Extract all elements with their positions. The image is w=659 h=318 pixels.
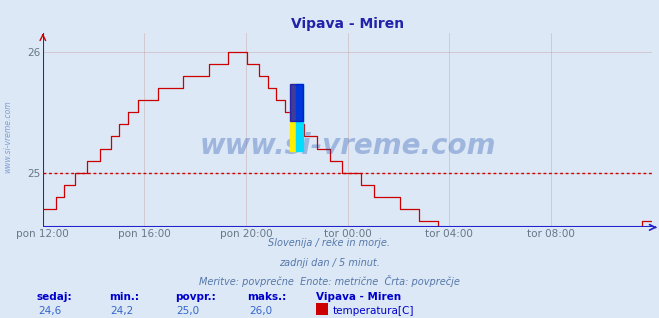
Text: www.si-vreme.com: www.si-vreme.com: [200, 132, 496, 160]
Text: 26,0: 26,0: [249, 306, 272, 316]
Text: Vipava - Miren: Vipava - Miren: [316, 292, 401, 301]
Bar: [297, 84, 303, 151]
Bar: [290, 84, 297, 151]
Text: sedaj:: sedaj:: [36, 292, 72, 301]
Text: min.:: min.:: [109, 292, 139, 301]
Text: maks.:: maks.:: [247, 292, 287, 301]
Text: Slovenija / reke in morje.: Slovenija / reke in morje.: [268, 238, 391, 248]
Text: www.si-vreme.com: www.si-vreme.com: [3, 100, 13, 173]
Text: povpr.:: povpr.:: [175, 292, 215, 301]
Bar: [290, 84, 303, 121]
Text: zadnji dan / 5 minut.: zadnji dan / 5 minut.: [279, 258, 380, 267]
Title: Vipava - Miren: Vipava - Miren: [291, 17, 404, 31]
Text: 25,0: 25,0: [177, 306, 200, 316]
Text: 24,2: 24,2: [111, 306, 134, 316]
Text: 24,6: 24,6: [38, 306, 61, 316]
Text: Meritve: povprečne  Enote: metrične  Črta: povprečje: Meritve: povprečne Enote: metrične Črta:…: [199, 275, 460, 287]
Text: temperatura[C]: temperatura[C]: [333, 306, 415, 316]
